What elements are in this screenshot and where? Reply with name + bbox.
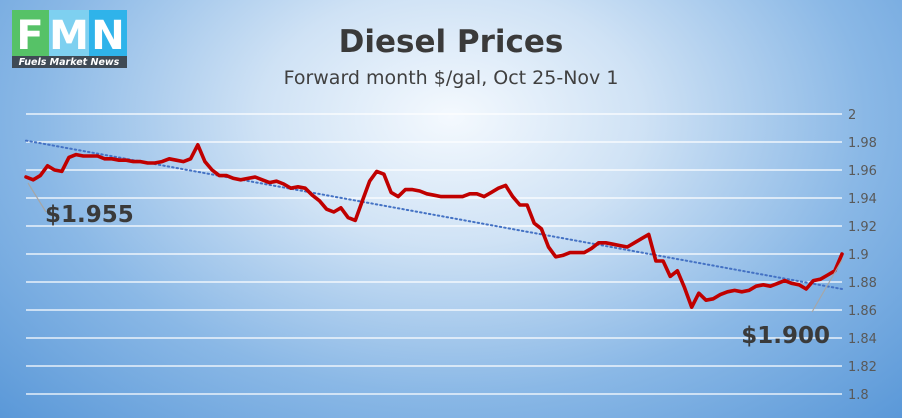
y-tick-label: 1.84 <box>848 332 877 347</box>
logo-text-band <box>12 56 127 68</box>
annotations: $1.955 $1.900 <box>27 182 843 349</box>
price-callout: $1.955 <box>45 202 134 228</box>
series-group <box>24 143 844 310</box>
y-tick-label: 1.86 <box>848 304 877 319</box>
trendline <box>25 139 843 290</box>
annotation-leader <box>27 182 47 213</box>
annotation-leader <box>811 259 843 313</box>
logo-letter-n: N <box>91 13 124 59</box>
logo-box-m <box>49 10 89 56</box>
chart-title: Diesel Prices <box>339 24 564 60</box>
fmn-logo: F M N Fuels Market News <box>12 10 127 68</box>
y-tick-label: 1.8 <box>848 388 869 403</box>
y-tick-label: 1.9 <box>848 248 869 263</box>
y-tick-label: 1.82 <box>848 360 877 375</box>
logo-letter-m: M <box>49 13 89 59</box>
y-tick-label: 1.92 <box>848 220 877 235</box>
y-tick-label: 1.88 <box>848 276 877 291</box>
logo-box-f <box>12 10 49 56</box>
chart-subtitle: Forward month $/gal, Oct 25-Nov 1 <box>284 67 619 89</box>
y-tick-label: 1.98 <box>848 136 877 151</box>
price-callout: $1.900 <box>741 323 830 349</box>
logo-box-n <box>89 10 127 56</box>
gridlines <box>26 113 842 395</box>
logo-text: Fuels Market News <box>19 57 120 68</box>
y-tick-label: 2 <box>848 108 856 123</box>
y-tick-label: 1.96 <box>848 164 877 179</box>
trendline-group <box>25 139 843 290</box>
y-tick-label: 1.94 <box>848 192 877 207</box>
series-line <box>24 143 844 310</box>
logo-letter-f: F <box>16 13 43 59</box>
y-axis-ticks: 2 1.98 1.96 1.94 1.92 1.9 1.88 1.86 1.84 1.82 1.8 <box>848 108 877 403</box>
